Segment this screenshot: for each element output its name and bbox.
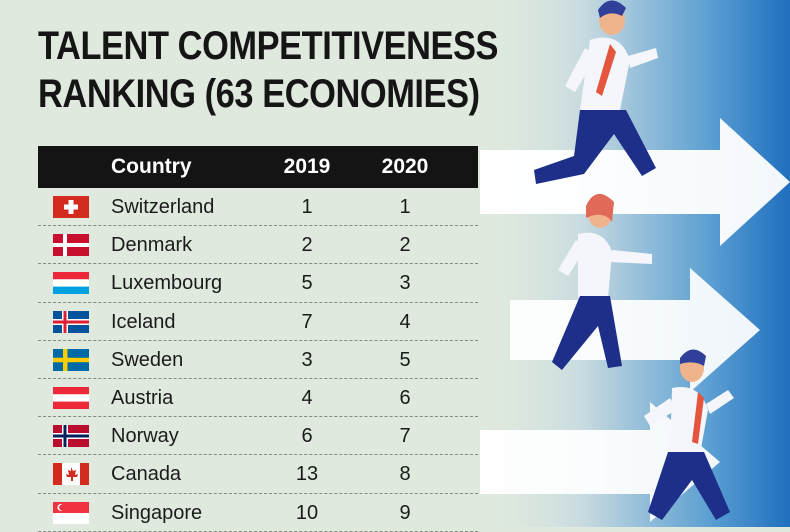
runner-middle: [552, 193, 652, 370]
rank-2020: 6: [399, 386, 411, 409]
flag-norway-icon: [53, 425, 89, 448]
country-name: Sweden: [111, 348, 184, 371]
table-row: Iceland 7 4: [38, 303, 478, 341]
rank-2020: 2: [399, 234, 411, 257]
rank-2020: 9: [399, 501, 411, 524]
table-row: Switzerland 1 1: [38, 188, 478, 227]
table-row: Norway 6 7: [38, 417, 478, 456]
runner-top: [534, 0, 658, 184]
flag-denmark-icon: [53, 234, 89, 257]
rank-2019: 10: [295, 501, 319, 524]
country-name: Austria: [111, 386, 174, 409]
rank-2020: 4: [399, 310, 411, 333]
header-country: Country: [111, 155, 192, 178]
table-row: Denmark 2 2: [38, 226, 478, 265]
country-name: Iceland: [111, 310, 176, 333]
table-row: Sweden 3 5: [38, 341, 478, 379]
table-row: Luxembourg 5 3: [38, 264, 478, 303]
country-name: Switzerland: [111, 196, 215, 218]
table-header: Country 2019 2020: [38, 146, 478, 188]
table-row: Singapore 10 9: [38, 494, 478, 532]
flag-canada-icon: [53, 463, 89, 486]
rank-2020: 5: [399, 348, 411, 371]
runner-bottom: [644, 349, 734, 520]
rank-2020: 3: [399, 272, 411, 295]
rank-2019: 6: [301, 425, 313, 448]
country-name: Norway: [111, 425, 179, 448]
flag-switzerland-icon: [53, 196, 89, 218]
country-name: Luxembourg: [111, 272, 223, 295]
chart-title: TALENT COMPETITIVENESS RANKING (63 ECONO…: [38, 22, 499, 118]
title-line-2: RANKING (63 ECONOMIES): [38, 72, 480, 116]
header-2019: 2019: [283, 155, 331, 178]
table-row: Canada 13 8: [38, 455, 478, 494]
flag-singapore-icon: [53, 501, 89, 524]
title-line-1: TALENT COMPETITIVENESS: [38, 24, 499, 68]
country-name: Canada: [111, 463, 182, 486]
flag-sweden-icon: [53, 348, 89, 371]
rank-2019: 4: [301, 386, 313, 409]
rank-2020: 8: [399, 463, 411, 486]
rank-2019: 2: [301, 234, 313, 257]
rank-2019: 1: [301, 196, 313, 218]
rank-2019: 3: [301, 348, 313, 371]
rank-2019: 13: [295, 463, 319, 486]
flag-iceland-icon: [53, 310, 89, 333]
arrow-top: [480, 118, 790, 246]
country-name: Denmark: [111, 234, 193, 257]
country-name: Singapore: [111, 501, 203, 524]
rank-2020: 7: [399, 425, 411, 448]
flag-luxembourg-icon: [53, 272, 89, 295]
rank-2019: 7: [301, 310, 313, 333]
ranking-table: Country 2019 2020 Switzerland 1 1 Denmar…: [38, 146, 478, 532]
table-row: Austria 4 6: [38, 379, 478, 418]
header-2020: 2020: [381, 155, 429, 178]
flag-austria-icon: [53, 386, 89, 409]
rank-2019: 5: [301, 272, 313, 295]
rank-2020: 1: [399, 196, 411, 218]
